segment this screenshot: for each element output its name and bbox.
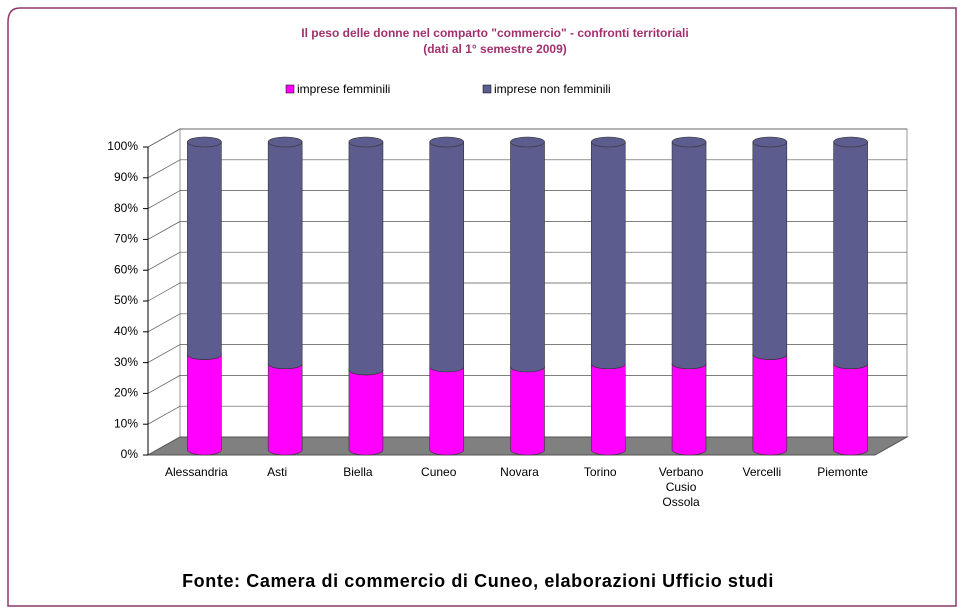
bar-segment (671, 141, 707, 370)
grid-line (147, 344, 907, 363)
y-tick-label: 70% (114, 232, 138, 246)
grid-line (147, 313, 907, 333)
x-tick-label: Alessandria (165, 465, 228, 479)
legend-swatch (482, 84, 492, 94)
bar-segment (833, 363, 868, 456)
x-tick-label: Biella (343, 465, 373, 479)
bar-segment (752, 354, 788, 456)
bar-segment (348, 369, 384, 456)
y-tick-label: 40% (114, 324, 138, 338)
y-tick-label: 10% (114, 416, 138, 430)
bar-segment (590, 363, 626, 456)
bar-segment (267, 141, 303, 370)
bar-cap (833, 136, 868, 148)
x-tick-label: Verbano Cusio Ossola (658, 465, 704, 509)
x-tick-label: Cuneo (421, 465, 457, 479)
bar-segment (510, 141, 545, 373)
grid-line (147, 251, 907, 271)
source-note: Fonte: Camera di commercio di Cuneo, ela… (182, 571, 774, 591)
bar-cap (510, 136, 545, 148)
grid-line (147, 190, 907, 209)
frame (7, 7, 957, 607)
bar-cap (671, 136, 707, 148)
bar-cap (429, 136, 465, 148)
bar-segment (348, 141, 384, 376)
y-tick-label: 20% (114, 386, 138, 400)
grid-line (147, 128, 907, 148)
bar-segment (267, 363, 303, 456)
chart-subtitle: (dati al 1° semestre 2009) (423, 42, 567, 56)
x-tick-label: Piemonte (817, 465, 868, 479)
bar-cap (267, 136, 303, 148)
grid-line (147, 405, 907, 425)
y-tick-label: 90% (114, 170, 138, 184)
bar-segment (833, 141, 868, 370)
bar-cap (752, 136, 788, 148)
bar-cap (187, 136, 222, 148)
x-tick-label: Torino (583, 465, 617, 479)
bar-segment (590, 141, 626, 370)
y-tick-label: 50% (114, 293, 138, 307)
bar-cap (348, 136, 384, 148)
grid-line (147, 375, 907, 394)
legend-swatch (285, 84, 295, 94)
legend-label: imprese femminili (297, 82, 390, 96)
y-tick-label: 0% (121, 447, 139, 461)
grid-line (147, 159, 907, 179)
bar-segment (510, 366, 545, 456)
x-tick-label: Vercelli (742, 465, 782, 479)
y-tick-label: 30% (114, 355, 138, 369)
y-tick-label: 60% (114, 262, 138, 276)
chart-title: Il peso delle donne nel comparto "commer… (301, 26, 688, 40)
y-tick-label: 80% (114, 201, 138, 215)
bar-segment (671, 363, 707, 456)
bar-segment (187, 354, 222, 456)
x-tick-label: Novara (500, 465, 539, 479)
grid-line (147, 221, 907, 240)
bar-segment (187, 141, 222, 360)
y-tick-label: 100% (107, 139, 138, 153)
bar-cap (590, 136, 626, 148)
bar-segment (752, 141, 788, 360)
legend-label: imprese non femminili (494, 82, 611, 96)
grid-line (147, 282, 907, 302)
x-tick-label: Asti (267, 465, 288, 479)
bar-segment (429, 366, 465, 456)
bar-segment (429, 141, 465, 373)
